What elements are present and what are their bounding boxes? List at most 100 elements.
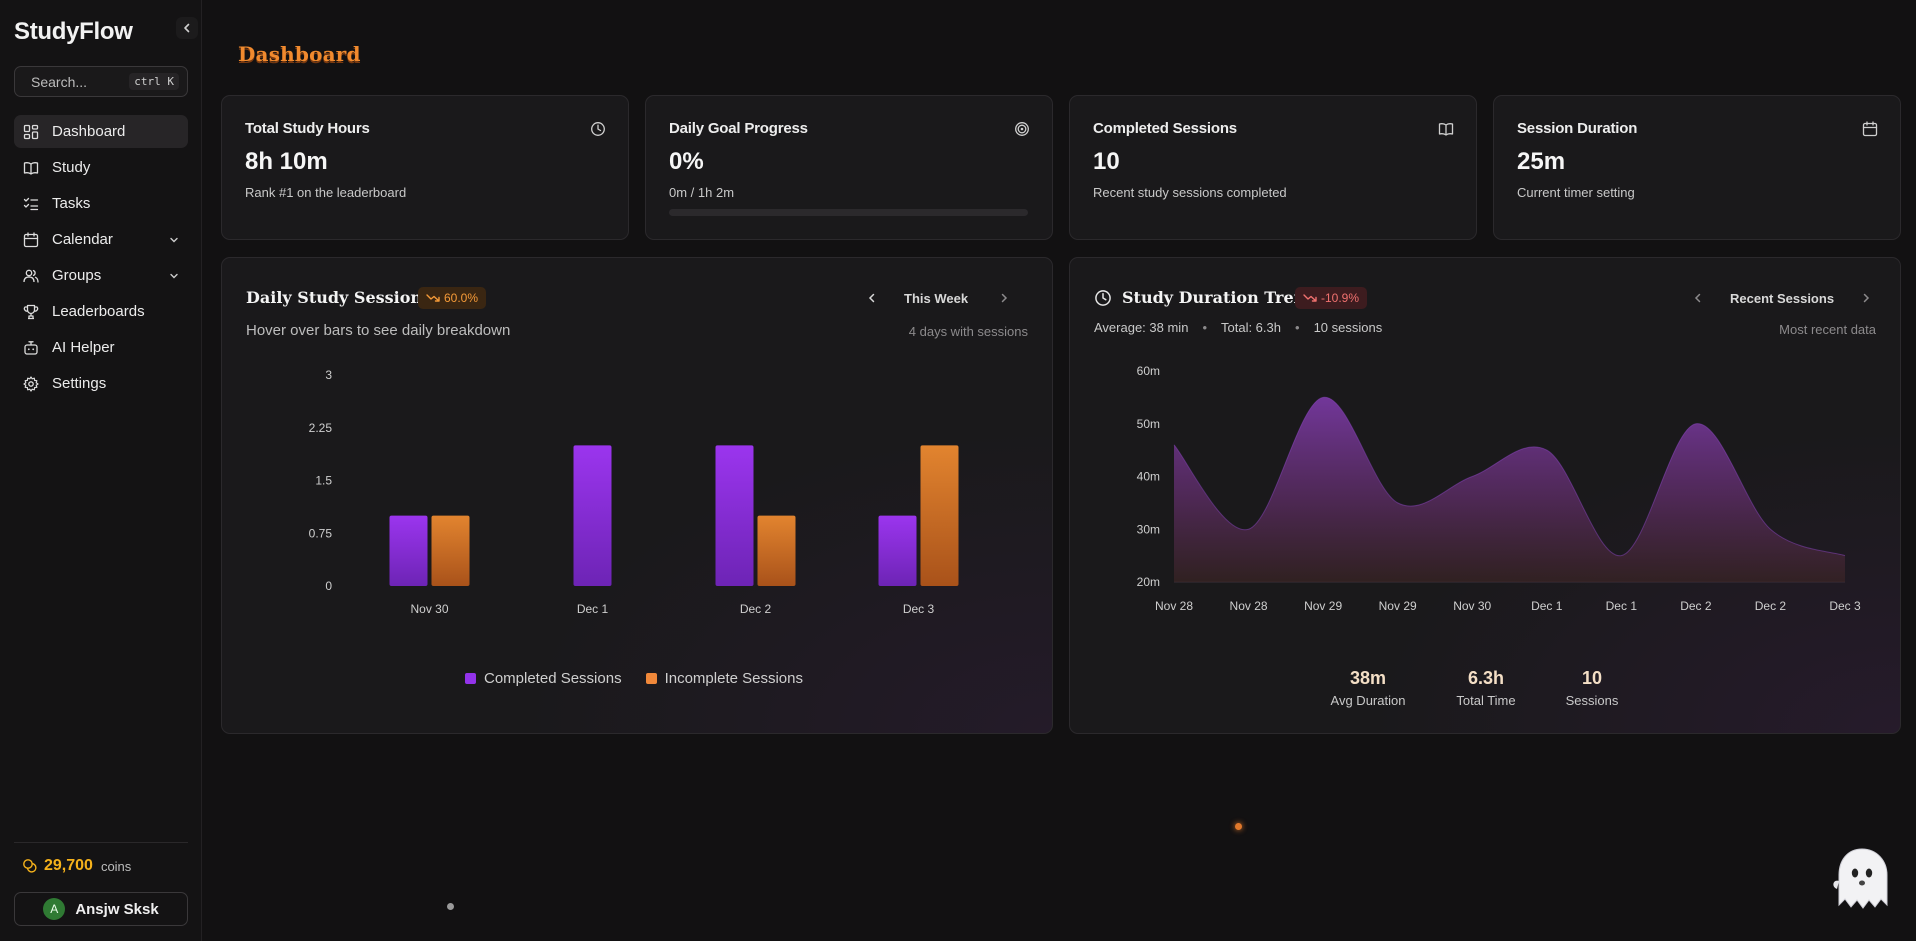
goal-progress-bar <box>669 209 1028 216</box>
y-tick-label: 30m <box>1137 522 1160 536</box>
stat-value: 10 <box>1093 148 1120 175</box>
y-tick-label: 2.25 <box>309 421 333 435</box>
stat-subtitle: Current timer setting <box>1517 185 1635 200</box>
sidebar-item-label: Settings <box>52 375 107 392</box>
stat-title: Session Duration <box>1517 120 1638 137</box>
brand-logo: StudyFlow <box>14 18 133 45</box>
book-icon <box>22 159 40 177</box>
completed-bar <box>389 515 428 586</box>
trophy-icon <box>22 303 40 321</box>
x-tick-label: Dec 3 <box>1829 599 1861 613</box>
x-tick-label: Nov 29 <box>1304 599 1342 613</box>
recent-note: Most recent data <box>1779 322 1876 337</box>
trend-badge: 60.0% <box>418 287 487 309</box>
x-tick-label: Dec 1 <box>1531 599 1563 613</box>
panel-title: Study Duration Trend <box>1122 288 1317 307</box>
dashboard-icon <box>22 123 40 141</box>
tasks-icon <box>22 195 40 213</box>
sidebar-item-study[interactable]: Study <box>14 151 188 184</box>
summary-avg-duration: 38m Avg Duration <box>1328 668 1408 708</box>
x-tick-label: Nov 28 <box>1155 599 1193 613</box>
sessions-pager: Recent Sessions <box>1688 288 1876 308</box>
stat-card-completed-sessions: Completed Sessions 10 Recent study sessi… <box>1069 95 1477 240</box>
incomplete-bar <box>920 445 959 586</box>
sidebar-item-groups[interactable]: Groups <box>14 259 188 292</box>
y-tick-label: 40m <box>1137 470 1160 484</box>
y-tick-label: 50m <box>1137 417 1160 431</box>
stat-subtitle: Rank #1 on the leaderboard <box>245 185 407 200</box>
sidebar-item-dashboard[interactable]: Dashboard <box>14 115 188 148</box>
chevron-left-icon <box>184 23 190 33</box>
x-tick-label: Nov 28 <box>1230 599 1268 613</box>
range-label: Recent Sessions <box>1730 290 1835 306</box>
x-tick-label: Dec 3 <box>903 602 935 616</box>
summary-value: 6.3h <box>1467 668 1505 688</box>
sidebar-item-leaderboards[interactable]: Leaderboards <box>14 295 188 328</box>
calendar-icon <box>22 231 40 249</box>
sidebar: StudyFlow Search... ctrl K Dashboard Stu… <box>0 0 202 941</box>
sidebar-item-ai-helper[interactable]: AI Helper <box>14 331 188 364</box>
page-title: Dashboard <box>238 42 361 66</box>
decorative-dot <box>1235 823 1242 830</box>
collapse-sidebar-button[interactable] <box>176 17 198 39</box>
coins-value: 29,700 <box>44 857 93 874</box>
user-menu-button[interactable]: A Ansjw Sksk <box>14 892 188 926</box>
stat-subtitle: 0m / 1h 2m <box>669 185 735 200</box>
prev-sessions-button[interactable] <box>1688 288 1708 308</box>
stat-value: 0% <box>669 148 704 175</box>
duration-line <box>1173 396 1846 557</box>
week-pager: This Week <box>862 288 1014 308</box>
stat-title: Daily Goal Progress <box>669 120 808 137</box>
trending-down-icon <box>1303 294 1317 302</box>
y-tick-label: 1.5 <box>315 474 332 488</box>
sidebar-item-calendar[interactable]: Calendar <box>14 223 188 256</box>
incomplete-bar <box>757 515 796 586</box>
summary-value: 38m <box>1349 668 1387 688</box>
summary-total-time: 6.3h Total Time <box>1446 668 1526 708</box>
trend-stats-line: Average: 38 min • Total: 6.3h • 10 sessi… <box>1094 320 1382 335</box>
daily-sessions-panel: Daily Study Sessions 60.0% This Week Hov… <box>221 257 1053 734</box>
total-text: Total: 6.3h <box>1221 320 1281 335</box>
stat-title: Completed Sessions <box>1093 120 1237 137</box>
separator-dot: • <box>1202 320 1207 335</box>
x-tick-label: Nov 30 <box>410 602 448 616</box>
days-note: 4 days with sessions <box>908 324 1028 339</box>
y-tick-label: 20m <box>1137 575 1160 589</box>
search-input[interactable]: Search... ctrl K <box>14 66 188 97</box>
separator-dot: • <box>1295 320 1300 335</box>
x-tick-label: Nov 30 <box>1453 599 1491 613</box>
chevron-left-icon <box>1694 293 1701 303</box>
legend-label: Completed Sessions <box>484 670 622 687</box>
x-tick-label: Dec 2 <box>740 602 772 616</box>
range-label: This Week <box>904 290 969 306</box>
duration-trend-panel: Study Duration Trend -10.9% Recent Sessi… <box>1069 257 1901 734</box>
y-tick-label: 3 <box>325 368 332 382</box>
completed-bar <box>573 445 612 586</box>
prev-week-button[interactable] <box>862 288 882 308</box>
x-tick-label: Dec 1 <box>1606 599 1638 613</box>
sidebar-item-label: Study <box>52 159 91 176</box>
sessions-text: 10 sessions <box>1313 320 1383 335</box>
next-sessions-button[interactable] <box>1856 288 1876 308</box>
clock-icon <box>1095 290 1111 306</box>
stat-value: 25m <box>1517 148 1566 175</box>
target-icon <box>1015 122 1029 136</box>
duration-trend-chart: 20m 30m 40m 50m 60m Nov 28 Nov 28 Nov 29 Nov 29 N… <box>1137 364 1861 613</box>
x-tick-label: Dec 2 <box>1680 599 1712 613</box>
stat-card-daily-goal: Daily Goal Progress 0% 0m / 1h 2m <box>645 95 1053 240</box>
coins-label: coins <box>100 858 132 874</box>
trend-badge-value: -10.9% <box>1321 291 1360 305</box>
summary-sessions: 10 Sessions <box>1552 668 1632 708</box>
completed-bar <box>715 445 754 586</box>
sidebar-item-label: Calendar <box>52 231 113 248</box>
y-tick-label: 0 <box>325 579 332 593</box>
chevron-right-icon <box>1001 293 1008 303</box>
next-week-button[interactable] <box>994 288 1014 308</box>
panel-subtitle: Hover over bars to see daily breakdown <box>246 322 511 339</box>
summary-value: 10 <box>1581 668 1603 688</box>
sidebar-item-settings[interactable]: Settings <box>14 367 188 400</box>
stat-card-total-hours: Total Study Hours 8h 10m Rank #1 on the … <box>221 95 629 240</box>
users-icon <box>22 267 40 285</box>
ghost-mascot-icon[interactable] <box>1825 843 1899 917</box>
sidebar-item-tasks[interactable]: Tasks <box>14 187 188 220</box>
